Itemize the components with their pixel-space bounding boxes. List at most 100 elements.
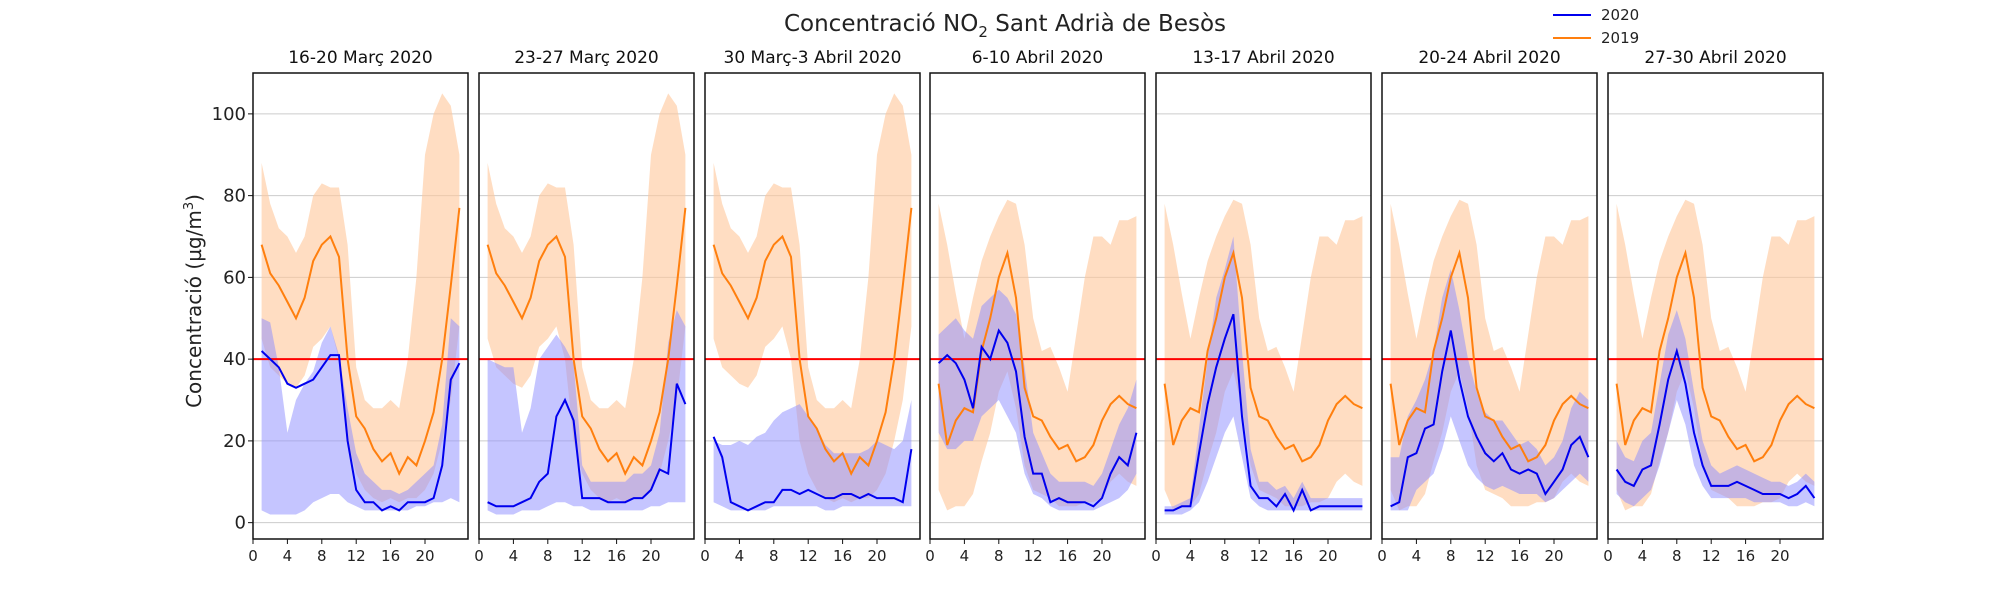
series-2020-line [1390, 330, 1590, 508]
x-tick-label: 0 [1603, 547, 1613, 565]
x-tick-label: 4 [735, 547, 745, 565]
panel-title: 16-20 Març 2020 [288, 48, 433, 68]
panel-3: 30 Març-3 Abril 2020 0 4 8 12 16 20 [700, 48, 921, 565]
panel-title: 13-17 Abril 2020 [1192, 48, 1334, 68]
series-2020-line [260, 350, 461, 512]
band-2019 [1164, 199, 1363, 511]
legend-label-2020: 2020 [1601, 6, 1639, 24]
series-2019-line [937, 249, 1137, 463]
panel-frame [704, 72, 921, 540]
y-tick-label: 0 [235, 513, 246, 534]
panel-frame [929, 72, 1146, 540]
x-tick-label: 16 [381, 547, 400, 565]
x-tick-label: 20 [641, 547, 660, 565]
x-tick-label: 20 [1092, 547, 1111, 565]
x-tick-label: 4 [1638, 547, 1648, 565]
y-axis-label: Concentració (µg/m3) [182, 194, 206, 408]
series-2020-line [937, 328, 1138, 508]
x-tick-label: 20 [1318, 547, 1337, 565]
x-tick-label: 8 [994, 547, 1004, 565]
series-2019-line [486, 207, 687, 476]
x-tick-label: 8 [769, 547, 779, 565]
panel-title: 6-10 Abril 2020 [972, 48, 1104, 68]
x-tick-label: 12 [573, 547, 592, 565]
x-tick-label: 16 [1284, 547, 1303, 565]
series-2019-line [1389, 249, 1589, 463]
band-2019 [938, 199, 1137, 511]
y-tick-label: 80 [223, 186, 246, 207]
series-2020-line [712, 436, 913, 512]
x-tick-label: 16 [1510, 547, 1529, 565]
chart-title: Concentració NO2 Sant Adrià de Besòs [784, 11, 1226, 41]
x-tick-label: 16 [607, 547, 626, 565]
x-tick-label: 20 [1770, 547, 1789, 565]
panel-frame [478, 72, 695, 540]
x-tick-label: 12 [799, 547, 818, 565]
panel-1: 16-20 Març 2020 0 4 8 12 16 20 0 20 40 60 80 100 [212, 48, 469, 565]
x-tick-label: 4 [960, 547, 970, 565]
panel-2: 23-27 Març 2020 0 4 8 12 16 20 [474, 48, 695, 565]
panel-frame [1155, 72, 1372, 540]
legend-label-2019: 2019 [1601, 29, 1639, 47]
x-tick-label: 20 [867, 547, 886, 565]
x-tick-label: 12 [1250, 547, 1269, 565]
x-tick-label: 12 [1476, 547, 1495, 565]
x-tick-label: 12 [1702, 547, 1721, 565]
series-2020-line [487, 383, 687, 508]
panel-frame [1381, 72, 1598, 540]
x-tick-label: 8 [543, 547, 553, 565]
panel-5: 13-17 Abril 2020 0 4 8 12 16 20 [1151, 48, 1372, 565]
x-tick-label: 4 [283, 547, 293, 565]
x-tick-label: 4 [1412, 547, 1422, 565]
panel-6: 20-24 Abril 2020 0 4 8 12 16 20 [1377, 48, 1598, 565]
series-2019-line [260, 207, 461, 476]
panel-title: 23-27 Març 2020 [514, 48, 659, 68]
band-2020 [487, 310, 686, 515]
x-tick-label: 0 [474, 547, 484, 565]
y-axis-label-superscript: 3 [182, 202, 197, 210]
x-tick-label: 8 [1446, 547, 1456, 565]
band-2019 [487, 93, 686, 503]
series-2019-line [1615, 249, 1815, 463]
panel-7: 27-30 Abril 2020 0 4 8 12 16 20 [1603, 48, 1824, 565]
x-tick-label: 0 [1377, 547, 1387, 565]
y-tick-label: 100 [212, 104, 246, 125]
band-2020 [261, 318, 460, 515]
series-2020-line [1615, 347, 1816, 500]
x-tick-label: 20 [1544, 547, 1563, 565]
x-tick-label: 0 [925, 547, 935, 565]
panel-title: 27-30 Abril 2020 [1644, 48, 1786, 68]
x-tick-label: 20 [415, 547, 434, 565]
x-tick-label: 16 [833, 547, 852, 565]
x-tick-label: 16 [1736, 547, 1755, 565]
panel-frame [1607, 72, 1824, 540]
x-tick-label: 12 [347, 547, 366, 565]
series-2019-line [1163, 249, 1363, 463]
x-tick-label: 8 [1672, 547, 1682, 565]
y-axis-label-text: Concentració (µg/m [182, 210, 206, 408]
band-2020 [1164, 236, 1363, 515]
x-tick-label: 8 [1220, 547, 1230, 565]
x-tick-label: 4 [1186, 547, 1196, 565]
series-2020-line [1164, 313, 1363, 513]
band-2020 [713, 400, 912, 511]
y-tick-label: 40 [223, 349, 246, 370]
y-axis-label-end: ) [182, 194, 206, 202]
band-2019 [261, 93, 460, 503]
y-tick-label: 60 [223, 267, 246, 288]
chart-title-subscript: 2 [978, 23, 988, 41]
chart-title-suffix: Sant Adrià de Besòs [988, 11, 1226, 37]
x-tick-label: 4 [509, 547, 519, 565]
series-2019-line [712, 207, 913, 476]
x-tick-label: 0 [248, 547, 258, 565]
x-tick-label: 0 [700, 547, 710, 565]
x-tick-label: 12 [1024, 547, 1043, 565]
band-2020 [938, 289, 1137, 511]
x-tick-label: 16 [1058, 547, 1077, 565]
x-tick-label: 0 [1151, 547, 1161, 565]
legend: 2020 2019 [1553, 6, 1639, 47]
x-tick-label: 8 [317, 547, 327, 565]
panel-title: 30 Març-3 Abril 2020 [724, 48, 902, 68]
